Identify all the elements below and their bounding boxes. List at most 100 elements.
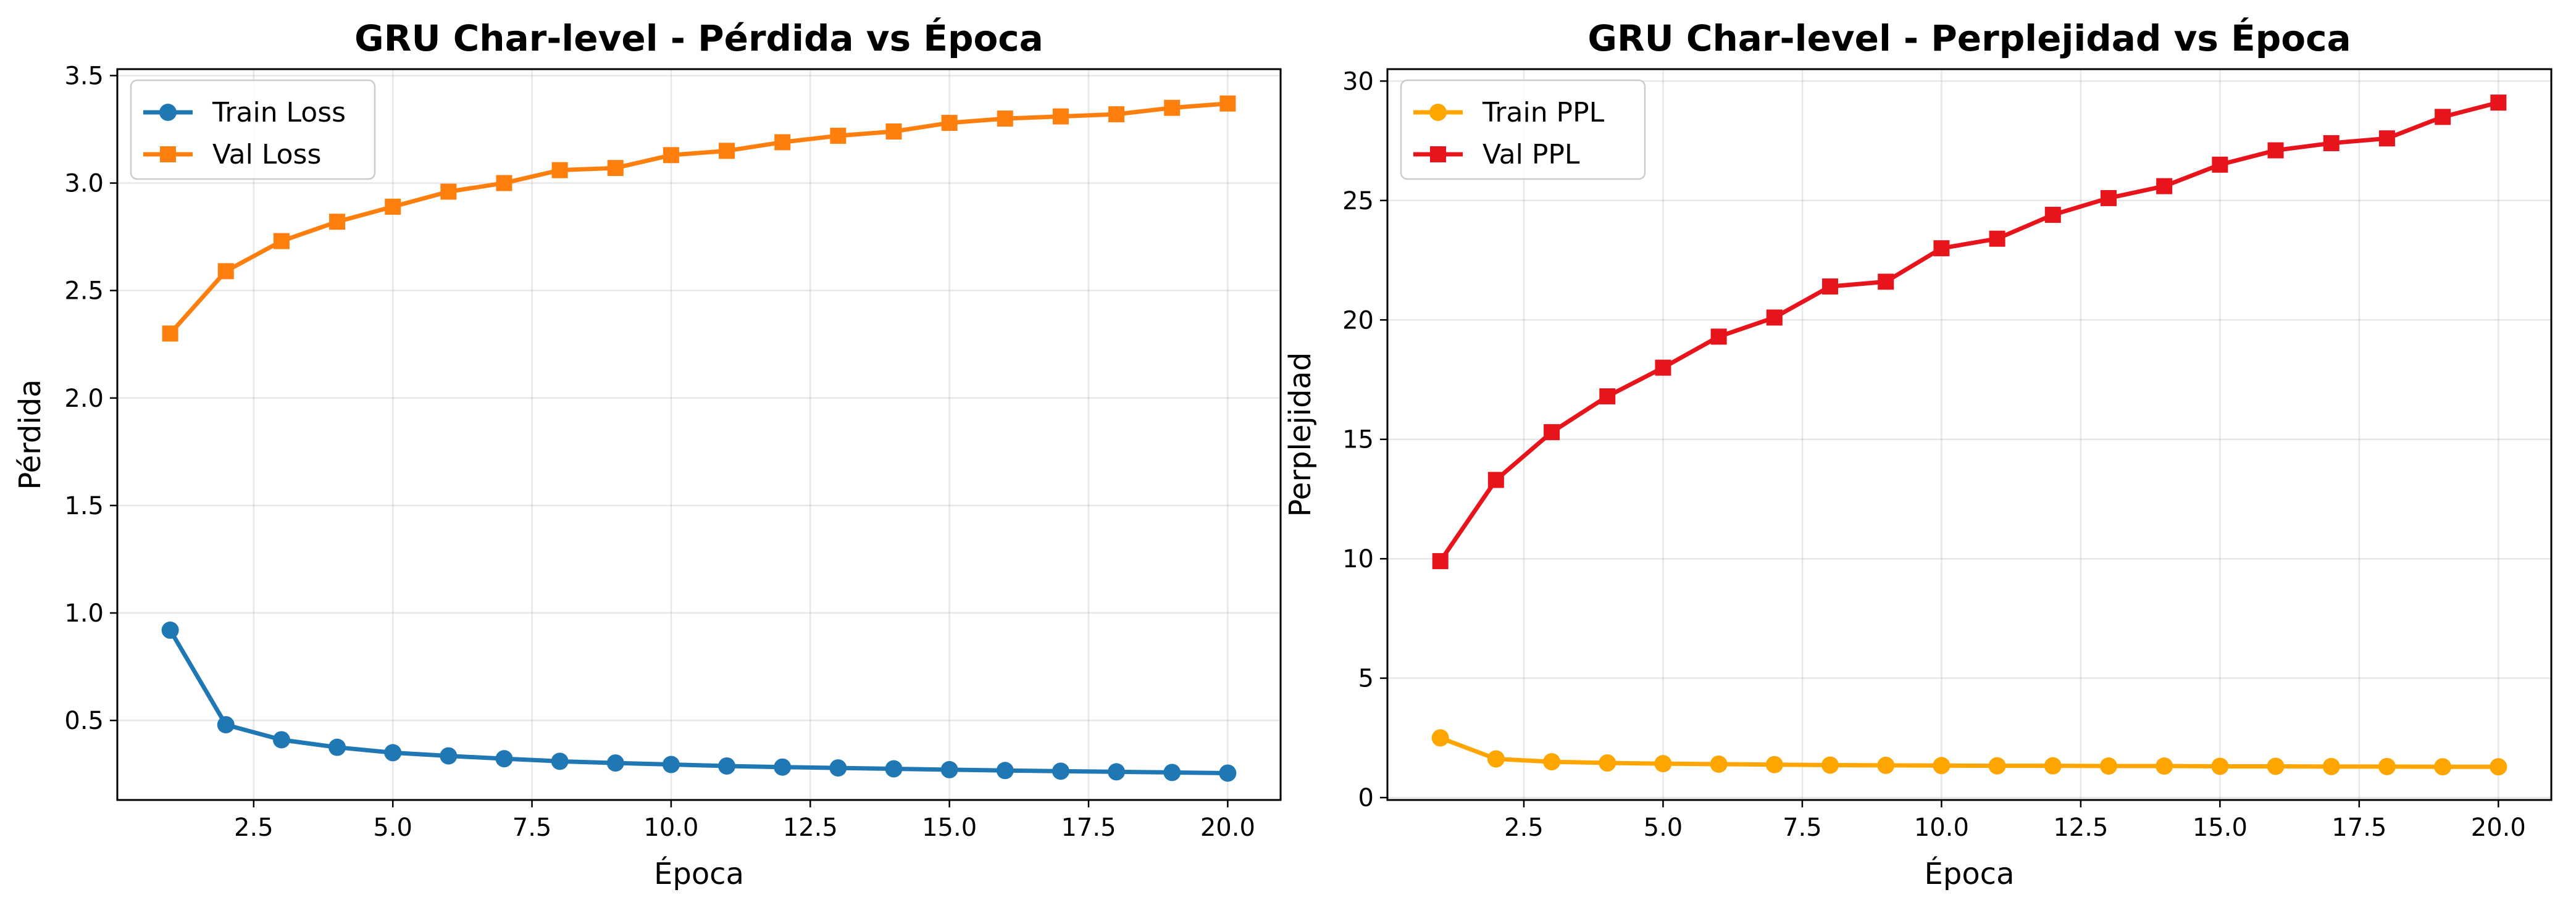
loss-chart: 2.5 5.0 7.5 10.0 12.5 15.0 17.5 20.0 0.5 1.0 1.5 2.… [13,17,1282,891]
loss-data-point [607,160,624,177]
ppl-data-point [2435,109,2451,125]
ppl-x-tick-label: 12.5 [2053,814,2108,842]
loss-data-point [662,756,680,773]
loss-chart-title: GRU Char-level - Pérdida vs Época [354,17,1043,59]
ppl-x-tick-label: 17.5 [2331,814,2386,842]
loss-data-point [272,731,290,749]
loss-legend-label: Train Loss [212,97,346,128]
ppl-series-line [1438,100,2501,564]
loss-y-tick-label: 0.5 [64,707,104,735]
loss-y-tick-label: 1.0 [64,599,104,628]
ppl-legend: Train PPL Val PPL [1400,79,1646,180]
loss-data-point [718,757,736,775]
ppl-y-tick-label: 20 [1342,306,1374,335]
loss-series-1 [162,95,1236,342]
ppl-y-tick-label: 5 [1358,665,1374,693]
ppl-data-point [1431,729,1449,747]
ppl-legend-label: Train PPL [1482,97,1605,128]
loss-y-axis-label: Pérdida [13,379,48,489]
ppl-data-point [2044,207,2061,223]
ppl-data-point [1878,273,1894,290]
ppl-data-point [1487,750,1505,768]
loss-x-tick-label: 12.5 [783,814,838,842]
loss-y-tick-label: 1.5 [64,492,104,520]
ppl-x-tick-label: 20.0 [2471,814,2526,842]
ppl-legend-label: Val PPL [1482,139,1580,170]
ppl-data-point [1655,359,1671,376]
ppl-data-point [2099,757,2117,775]
loss-x-axis-label: Época [654,856,744,891]
ppl-data-point [1654,755,1672,773]
ppl-y-tick-label: 10 [1342,545,1374,573]
ppl-x-tick-label: 2.5 [1504,814,1544,842]
ppl-data-point [2267,757,2285,775]
loss-data-point [940,760,958,778]
ppl-data-point [2156,178,2173,194]
ppl-data-point [1933,240,1950,257]
loss-data-point [495,750,513,768]
ppl-data-point [1989,230,2005,247]
loss-data-point [885,123,902,140]
loss-legend-item: Train Loss [143,97,346,128]
loss-legend-label: Val Loss [212,139,321,170]
loss-data-point [217,716,235,734]
ppl-x-axis-label: Época [1925,856,2015,891]
ppl-data-point [2267,142,2284,159]
ppl-data-point [1544,424,1560,441]
ppl-data-point [2323,135,2340,151]
loss-data-point [941,115,958,131]
ppl-data-point [1599,388,1616,405]
loss-data-point [1052,762,1069,780]
loss-data-point [606,754,624,772]
ppl-data-point [2212,156,2228,173]
loss-legend-marker [159,104,177,121]
ppl-y-tick-label: 15 [1342,426,1374,454]
loss-axes-frame [116,68,1282,801]
ppl-data-point [2100,190,2117,206]
loss-data-point [663,147,679,164]
loss-data-point [551,162,568,178]
loss-x-tick-label: 7.5 [512,814,552,842]
loss-data-point [162,325,178,342]
loss-data-point [273,233,290,249]
ppl-y-tick-label: 25 [1342,187,1374,215]
loss-x-tick-label: 2.5 [234,814,274,842]
ppl-data-point [2434,758,2452,776]
ppl-data-point [2378,757,2396,775]
ppl-chart-title: GRU Char-level - Perplejidad vs Época [1587,17,2351,59]
loss-data-point [774,758,792,776]
ppl-data-point [2044,757,2062,775]
loss-y-tick-label: 2.5 [64,277,104,306]
loss-data-point [1163,764,1181,781]
ppl-data-point [1543,753,1561,771]
ppl-chart: 2.5 5.0 7.5 10.0 12.5 15.0 17.5 20.0 0 5 10 15 20 25 3… [1283,17,2553,891]
ppl-series-1 [1432,94,2507,570]
loss-y-tick-label: 2.0 [64,385,104,413]
loss-data-point [217,263,234,280]
loss-data-point [1108,763,1126,781]
loss-data-point [885,760,903,778]
loss-x-tick-label: 17.5 [1061,814,1116,842]
loss-data-point [551,752,569,770]
loss-data-point [997,110,1013,127]
ppl-data-point [1877,756,1895,774]
loss-data-point [328,738,346,756]
ppl-data-point [1766,309,1783,326]
ppl-data-point [2378,130,2395,147]
loss-series-0 [161,621,1237,782]
ppl-data-point [2490,758,2507,776]
ppl-data-point [2490,94,2507,111]
loss-x-tick-label: 15.0 [922,814,977,842]
loss-data-point [1219,95,1236,112]
loss-data-point [440,747,458,765]
ppl-data-point [1821,756,1839,774]
ppl-data-point [1822,278,1839,295]
ppl-grid [1387,69,2551,800]
ppl-data-point [1765,756,1783,773]
ppl-x-tick-label: 5.0 [1644,814,1683,842]
loss-data-point [384,744,402,762]
loss-data-point [996,762,1014,780]
loss-data-point [161,621,179,639]
loss-data-point [1164,99,1181,116]
